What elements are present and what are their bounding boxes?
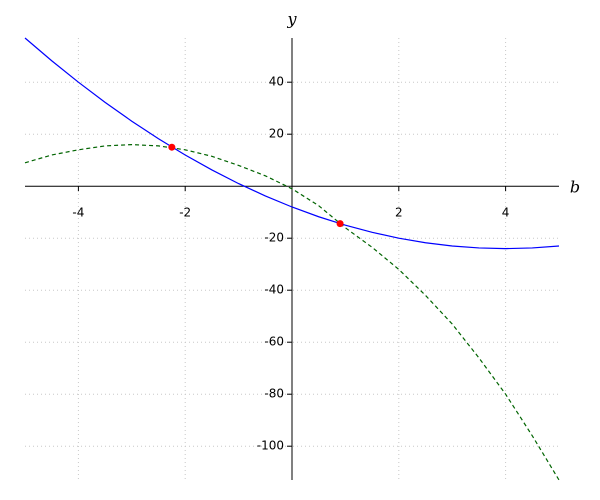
y-tick-label: -60 [264,335,284,349]
y-axis-label: y [286,10,297,29]
series-line [24,37,560,250]
x-tick-label: -4 [72,206,84,220]
x-tick-label: -2 [179,206,191,220]
y-tick-label: 40 [269,75,284,89]
y-tick-label: -100 [257,439,284,453]
x-axis-label: b [570,178,580,197]
series-line [24,143,560,481]
y-tick-label: -20 [264,231,284,245]
x-tick-label: 2 [395,206,403,220]
intersection-point [168,143,176,151]
x-tick-label: 4 [502,206,510,220]
intersection-point [336,220,344,228]
y-tick-label: -40 [264,283,284,297]
y-tick-label: 20 [269,127,284,141]
y-tick-label: -80 [264,387,284,401]
